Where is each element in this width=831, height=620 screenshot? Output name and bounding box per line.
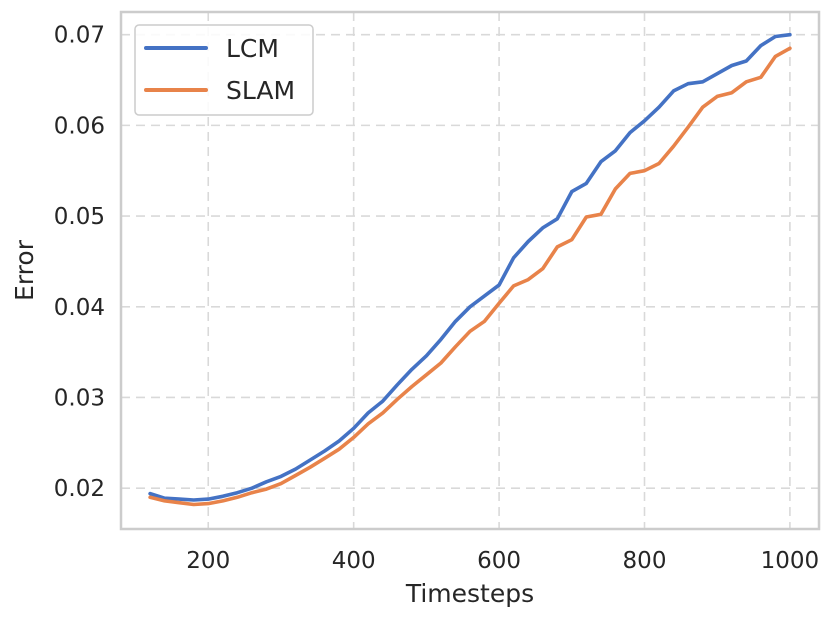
y-tick-label: 0.05 [54, 204, 105, 230]
x-axis-ticks: 200 400 600 800 1000 [186, 548, 819, 574]
legend-label-slam: SLAM [226, 76, 295, 105]
plot-frame [119, 10, 821, 531]
y-axis-ticks: 0.02 0.03 0.04 0.05 0.06 0.07 [54, 23, 105, 503]
x-tick-label: 1000 [761, 548, 820, 574]
x-tick-label: 800 [623, 548, 667, 574]
series-layer [148, 32, 792, 507]
x-tick-label: 600 [477, 548, 521, 574]
legend-label-lcm: LCM [226, 34, 279, 63]
y-tick-label: 0.03 [54, 385, 105, 411]
y-tick-label: 0.02 [54, 476, 105, 502]
y-axis-label: Error [10, 239, 39, 301]
y-tick-label: 0.07 [54, 23, 105, 49]
legend: LCM SLAM [134, 24, 314, 116]
y-tick-label: 0.04 [54, 295, 105, 321]
series-line-slam [148, 46, 792, 507]
y-tick-label: 0.06 [54, 113, 105, 139]
x-tick-label: 400 [332, 548, 376, 574]
x-tick-label: 200 [186, 548, 230, 574]
x-axis-label: Timesteps [405, 579, 534, 608]
series-line-lcm [148, 32, 792, 502]
